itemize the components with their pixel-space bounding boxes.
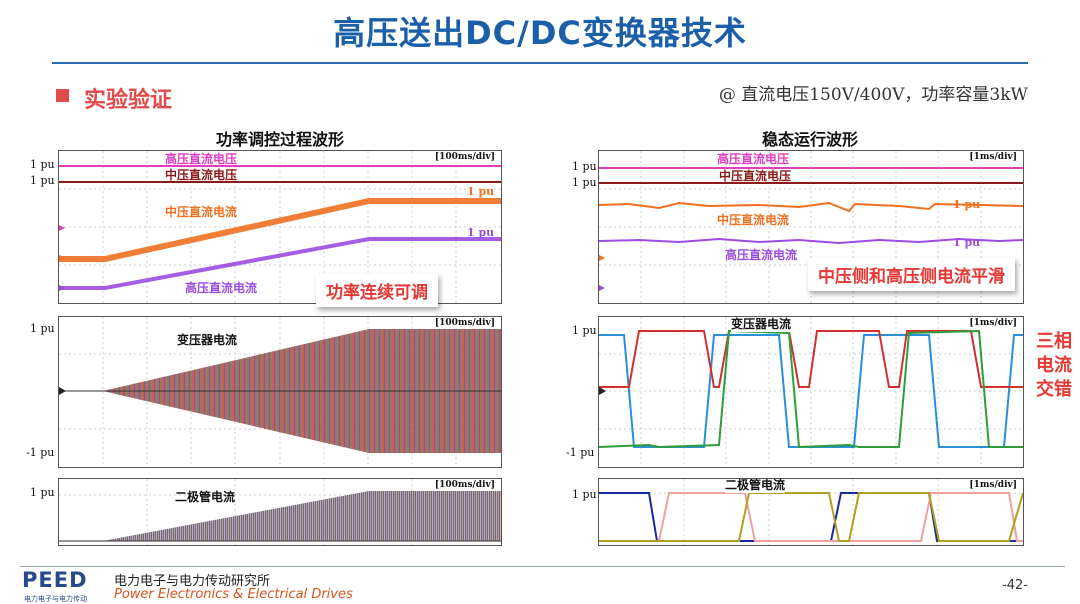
left-transformer-scope: [100ms/div] 变压器电流 bbox=[58, 316, 502, 468]
institute-name-cn: 电力电子与电力传动研究所 bbox=[114, 574, 271, 589]
scope-timescale: [100ms/div] bbox=[432, 480, 497, 490]
section-label: 实验验证 bbox=[84, 88, 173, 113]
right-transformer-waveforms bbox=[599, 317, 1023, 467]
hv-current-peak: 1 pu bbox=[467, 226, 495, 239]
left-transformer-axis-top: 1 pu bbox=[30, 322, 55, 335]
left-diode-scope: [100ms/div] 二极管电流 bbox=[58, 478, 502, 546]
peed-logo: PEED bbox=[22, 568, 88, 592]
hv-current-label: 高压直流电流 bbox=[185, 281, 258, 295]
right-transformer-axis-bottom: -1 pu bbox=[566, 446, 595, 459]
three-phase-note: 三相 电流 交错 bbox=[1032, 330, 1076, 402]
mv-voltage-label: 中压直流电压 bbox=[719, 169, 792, 183]
scope-timescale: [1ms/div] bbox=[967, 318, 1019, 328]
left-diode-waveforms bbox=[59, 479, 501, 545]
right-diode-scope: [1ms/div] 二极管电流 bbox=[598, 478, 1024, 546]
mv-current-label: 中压直流电流 bbox=[165, 205, 238, 219]
power-callout: 功率连续可调 bbox=[316, 274, 438, 307]
diode-current-label: 二极管电流 bbox=[175, 490, 236, 504]
left-axis-1pu-second: 1 pu bbox=[30, 174, 55, 187]
left-voltage-scope: [100ms/div] 高压直流电压 中压直流电压 中压直流电流 高压直流电流 … bbox=[58, 150, 502, 304]
right-panel-title: 稳态运行波形 bbox=[761, 130, 858, 149]
title-divider bbox=[52, 62, 1028, 64]
footer-divider bbox=[20, 566, 1065, 567]
hv-current-label: 高压直流电流 bbox=[725, 248, 798, 262]
transformer-current-label: 变压器电流 bbox=[177, 331, 238, 348]
transformer-current-label: 变压器电流 bbox=[731, 317, 792, 332]
page-number: -42- bbox=[1002, 578, 1028, 593]
diode-current-label: 二极管电流 bbox=[725, 478, 786, 493]
peed-logo-subtext: 电力电子与电力传动 bbox=[24, 595, 87, 603]
mv-current-peak: 1 pu bbox=[953, 198, 981, 211]
institute-name-en: Power Electronics & Electrical Drives bbox=[114, 587, 353, 602]
right-diode-waveforms bbox=[599, 479, 1023, 545]
left-axis-1pu-top: 1 pu bbox=[30, 158, 55, 171]
left-diode-axis-top: 1 pu bbox=[30, 486, 55, 499]
test-conditions: @ 直流电压150V/400V，功率容量3kW bbox=[718, 85, 1028, 105]
smooth-current-callout: 中压侧和高压侧电流平滑 bbox=[808, 258, 1015, 291]
left-transformer-axis-bottom: -1 pu bbox=[26, 446, 55, 459]
left-transformer-waveforms bbox=[59, 317, 501, 467]
right-diode-axis-top: 1 pu bbox=[572, 488, 597, 501]
mv-current-label: 中压直流电流 bbox=[717, 213, 790, 227]
scope-timescale: [100ms/div] bbox=[432, 318, 497, 328]
left-panel-title: 功率调控过程波形 bbox=[215, 130, 344, 149]
right-axis-1pu-second: 1 pu bbox=[572, 176, 597, 189]
scope-timescale: [100ms/div] bbox=[432, 152, 497, 162]
mv-voltage-label: 中压直流电压 bbox=[165, 168, 238, 182]
scope-timescale: [1ms/div] bbox=[967, 152, 1019, 162]
hv-voltage-label: 高压直流电压 bbox=[165, 152, 238, 166]
right-transformer-axis-top: 1 pu bbox=[572, 324, 597, 337]
mv-current-peak: 1 pu bbox=[467, 185, 495, 198]
hv-current-peak: 1 pu bbox=[953, 236, 981, 249]
right-axis-1pu-top: 1 pu bbox=[572, 160, 597, 173]
slide-title: 高压送出DC/DC变换器技术 bbox=[333, 14, 747, 52]
right-transformer-scope: [1ms/div] 变压器电流 bbox=[598, 316, 1024, 468]
three-phase-note-text: 三相 电流 交错 bbox=[1036, 331, 1072, 400]
section-bullet-icon bbox=[56, 89, 69, 102]
scope-timescale: [1ms/div] bbox=[967, 480, 1019, 490]
hv-voltage-label: 高压直流电压 bbox=[717, 152, 790, 166]
